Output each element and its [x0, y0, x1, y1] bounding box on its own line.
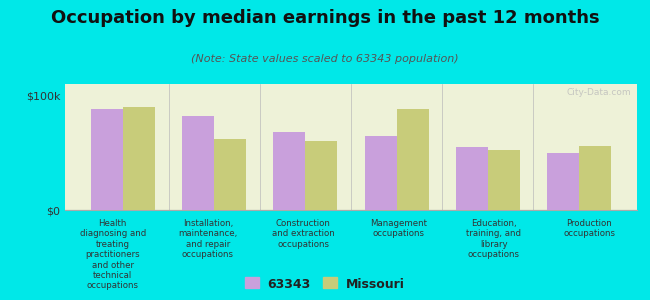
Text: Health
diagnosing and
treating
practitioners
and other
technical
occupations: Health diagnosing and treating practitio… — [79, 219, 146, 290]
Bar — [274, 132, 305, 210]
Text: (Note: State values scaled to 63343 population): (Note: State values scaled to 63343 popu… — [191, 54, 459, 64]
Text: Production
occupations: Production occupations — [564, 219, 616, 239]
Bar — [214, 139, 246, 210]
Bar — [123, 107, 155, 210]
Bar — [365, 136, 396, 210]
Bar — [396, 109, 428, 210]
Bar — [579, 146, 611, 210]
Bar — [91, 109, 123, 210]
Bar — [306, 141, 337, 210]
Text: Management
occupations: Management occupations — [370, 219, 427, 239]
Bar — [547, 153, 579, 210]
Text: Construction
and extraction
occupations: Construction and extraction occupations — [272, 219, 335, 249]
Bar — [456, 147, 488, 210]
Bar — [488, 150, 520, 210]
Text: City-Data.com: City-Data.com — [567, 88, 631, 97]
Bar — [182, 116, 214, 210]
Legend: 63343, Missouri: 63343, Missouri — [245, 278, 405, 291]
Text: Occupation by median earnings in the past 12 months: Occupation by median earnings in the pas… — [51, 9, 599, 27]
Text: Installation,
maintenance,
and repair
occupations: Installation, maintenance, and repair oc… — [178, 219, 238, 259]
Text: Education,
training, and
library
occupations: Education, training, and library occupat… — [467, 219, 521, 259]
